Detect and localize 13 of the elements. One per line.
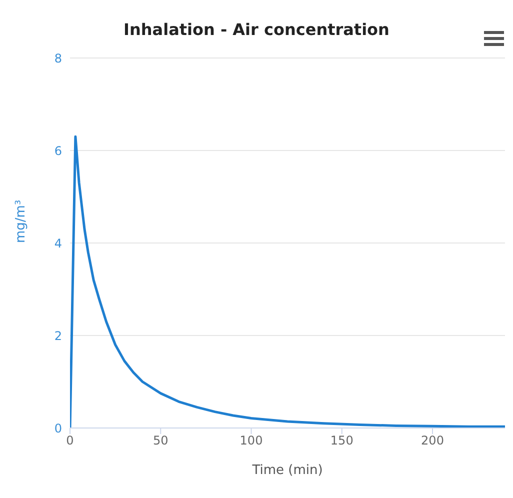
- y-tick-label: 0: [54, 421, 62, 436]
- x-axis-title: Time (min): [251, 463, 323, 478]
- y-axis-title: mg/m³: [14, 200, 29, 243]
- y-tick-label: 8: [54, 51, 62, 66]
- x-tick-label: 200: [421, 434, 444, 448]
- y-tick-label: 2: [54, 328, 62, 343]
- x-tick-label: 100: [240, 434, 263, 448]
- x-tick-label: 150: [330, 434, 354, 448]
- y-tick-label: 4: [54, 236, 62, 250]
- chart-title: Inhalation - Air concentration: [122, 20, 390, 39]
- x-tick-label: 0: [66, 434, 74, 448]
- y-tick-label: 6: [54, 144, 62, 158]
- x-tick-label: 50: [152, 434, 168, 448]
